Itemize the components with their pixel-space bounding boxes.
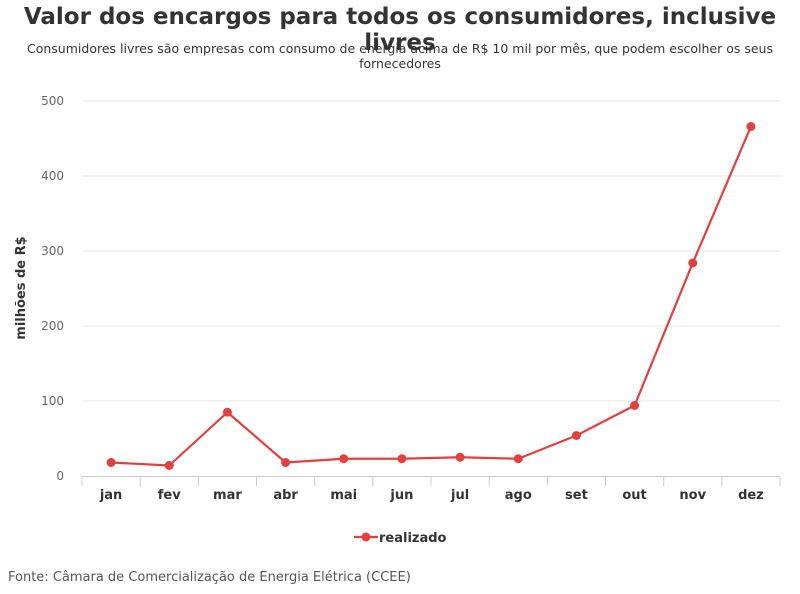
x-tick-label-mar: mar [213,488,242,503]
x-tick-label-dez: dez [738,488,764,503]
data-point-nov[interactable] [688,258,698,268]
chart-subtitle: Consumidores livres são empresas com con… [27,41,773,71]
data-point-mai[interactable] [339,454,349,464]
y-tick-label-200: 200 [41,319,64,333]
data-point-mar[interactable] [222,407,232,417]
x-tick-label-fev: fev [158,488,181,503]
data-point-ago[interactable] [513,454,523,464]
x-axis: jan fev mar abr mai jun jul ago set out nov dez [81,476,781,503]
series-line-realizado [111,126,752,467]
x-tick-label-jan: jan [99,488,122,503]
x-tick-label-set: set [565,488,588,503]
data-point-jan[interactable] [106,458,116,467]
chart-title: Valor dos encargos para todos os consumi… [23,4,777,56]
y-tick-label-300: 300 [41,244,64,258]
y-tick-label-0: 0 [56,469,64,483]
data-point-set[interactable] [571,431,581,440]
grid-lines [82,100,780,402]
x-tick-label-jun: jun [389,488,413,503]
data-point-abr[interactable] [281,458,291,467]
data-point-fev[interactable] [164,461,174,470]
x-tick-label-jul: jul [450,488,469,503]
data-point-jun[interactable] [397,454,407,464]
x-tick-label-ago: ago [505,488,532,503]
x-tick-label-out: out [622,488,646,503]
data-point-dez[interactable] [746,122,756,131]
y-tick-label-400: 400 [41,169,64,183]
x-tick-label-nov: nov [679,488,706,503]
series-realizado [106,122,756,470]
source-note: Fonte: Câmara de Comercialização de Ener… [8,570,411,585]
legend[interactable]: realizado [354,531,447,546]
legend-label-realizado: realizado [379,531,447,546]
y-axis-ticks: 0 100 200 300 400 500 [41,94,64,483]
legend-marker [361,532,371,542]
data-point-jul[interactable] [455,452,465,462]
y-tick-label-500: 500 [41,94,64,108]
data-point-out[interactable] [630,401,640,410]
x-tick-label-abr: abr [273,488,298,503]
y-axis-label: milhões de R$ [14,236,29,339]
y-tick-label-100: 100 [41,394,64,408]
x-tick-label-mai: mai [330,488,357,503]
